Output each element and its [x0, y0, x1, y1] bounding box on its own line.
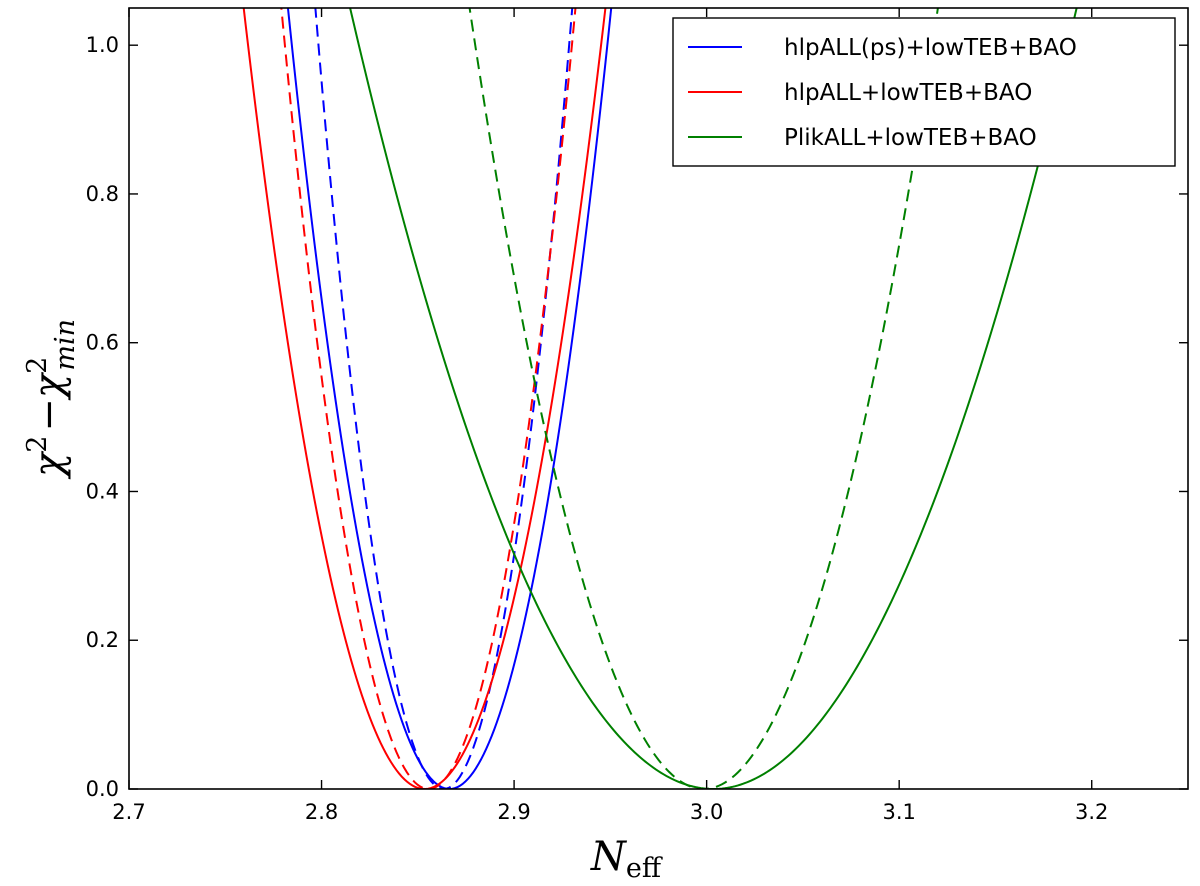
y-tick-label-2: 0.4: [86, 479, 119, 503]
y-axis-title-chi: χ: [26, 450, 72, 480]
x-tick-label-2: 2.9: [497, 800, 530, 824]
series-line-4: [349, 8, 1078, 789]
y-axis-title: χ2−χ2min: [22, 319, 81, 480]
x-tick-label-4: 3.1: [882, 800, 915, 824]
series-line-2: [242, 8, 607, 789]
legend-label-1: hlpALL+lowTEB+BAO: [784, 80, 1032, 106]
series-layer: [242, 8, 1078, 789]
plot-frame: [128, 7, 1189, 790]
series-line-0: [286, 8, 613, 789]
ticks-layer: 2.7 2.8 2.9 3.0 3.1 3.2 0.0 0.2 0.4 0.6 0.8 1.0: [86, 8, 1188, 824]
x-tick-label-0: 2.7: [112, 800, 145, 824]
y-axis-title-minus: −: [26, 398, 72, 432]
x-tick-label-5: 3.2: [1075, 800, 1108, 824]
y-axis-title-sup2: 2: [22, 357, 53, 374]
y-tick-label-5: 1.0: [86, 33, 119, 57]
legend-box: [672, 17, 1176, 167]
y-axis-title-sup1: 2: [22, 436, 53, 453]
svg-text:χ2−χ2min: χ2−χ2min: [22, 319, 81, 480]
series-line-5: [468, 8, 939, 789]
y-tick-label-3: 0.6: [86, 331, 119, 355]
y-tick-label-0: 0.0: [86, 777, 119, 801]
x-axis-title: Neff: [590, 834, 663, 884]
x-axis-title-sub: eff: [626, 853, 663, 884]
x-axis-title-main: N: [590, 834, 628, 880]
y-axis-title-chi2: χ: [26, 371, 72, 401]
legend: hlpALL(ps)+lowTEB+BAO hlpALL+lowTEB+BAO Pl…: [672, 17, 1176, 167]
x-tick-label-3: 3.0: [690, 800, 723, 824]
y-tick-label-1: 0.2: [86, 628, 119, 652]
y-tick-label-4: 0.8: [86, 182, 119, 206]
y-axis-title-sub: min: [50, 319, 81, 371]
legend-label-0: hlpALL(ps)+lowTEB+BAO: [784, 35, 1077, 61]
x-tick-label-1: 2.8: [305, 800, 338, 824]
legend-label-2: PlikALL+lowTEB+BAO: [784, 125, 1037, 151]
